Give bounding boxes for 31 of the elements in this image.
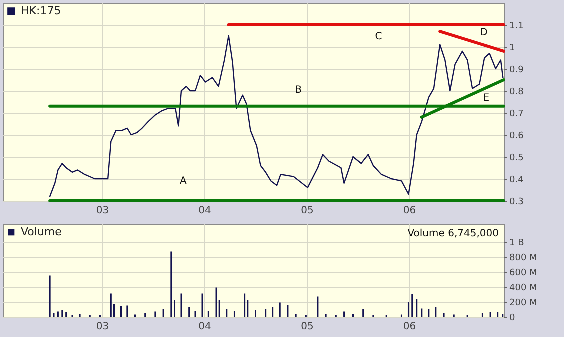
annotation: A <box>180 176 187 188</box>
y-tick-label: 800 M <box>510 254 538 264</box>
y-tick-label: 200 M <box>510 298 538 308</box>
y-tick-label: 0.7 <box>510 110 524 120</box>
annotation: D <box>480 28 488 39</box>
x-tick-label: 03 <box>96 322 110 332</box>
y-tick-label: 0.3 <box>510 198 524 208</box>
x-tick-label: 04 <box>198 206 212 216</box>
y-tick-label: 1.1 <box>510 22 524 32</box>
x-tick-label: 05 <box>301 206 314 216</box>
y-tick-label: 600 M <box>510 268 538 278</box>
annotation: Volume 6,745,000 <box>408 228 499 240</box>
y-tick-label: 0.8 <box>510 88 524 98</box>
legend-label: Volume <box>21 226 62 238</box>
y-tick-label: 1 B <box>510 238 524 248</box>
y-tick-label: 0.4 <box>510 176 524 186</box>
annotation: E <box>483 93 490 104</box>
x-tick-label: 05 <box>301 322 314 332</box>
x-tick-label: 04 <box>198 322 212 332</box>
x-tick-label: 06 <box>403 322 416 332</box>
y-tick-label: 0 <box>510 314 516 324</box>
y-tick-label: 0.9 <box>510 66 524 76</box>
annotation: C <box>375 32 382 43</box>
x-tick-label: 06 <box>403 206 416 216</box>
y-tick-label: 1 <box>510 44 516 54</box>
legend-label: HK:175 <box>21 4 62 18</box>
y-tick-label: 0.5 <box>510 154 524 164</box>
y-tick-label: 0.6 <box>510 132 524 142</box>
y-tick-label: 400 M <box>510 284 538 294</box>
annotation: B <box>295 85 302 96</box>
x-tick-label: 03 <box>96 206 110 216</box>
